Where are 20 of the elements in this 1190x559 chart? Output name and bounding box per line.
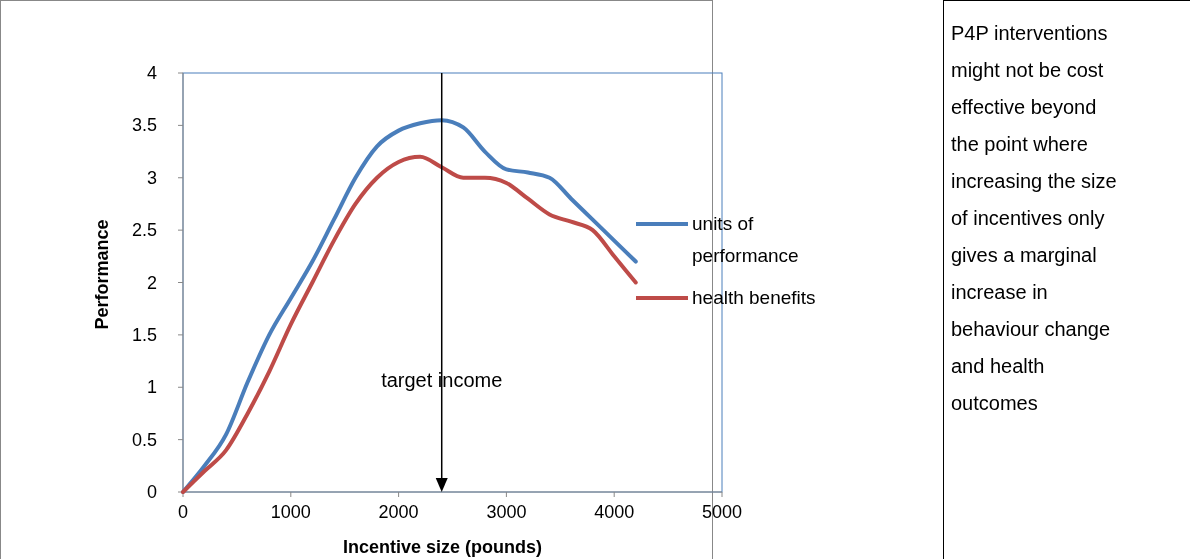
legend-label: units of performance <box>692 213 799 266</box>
y-tick-label: 2.5 <box>131 220 157 241</box>
x-tick-label: 4000 <box>594 502 635 522</box>
y-tick-label: 0.5 <box>131 429 157 450</box>
y-tick-label: 1.5 <box>131 324 157 345</box>
x-axis-title: Incentive size (pounds) <box>342 537 543 557</box>
y-axis-title: Performance <box>92 219 112 330</box>
y-tick-label: 1 <box>146 377 157 398</box>
y-tick-label: 4 <box>146 63 157 83</box>
x-tick-label: 2000 <box>378 502 419 522</box>
x-tick-label: 0 <box>177 502 189 522</box>
y-tick-label: 2 <box>146 272 157 293</box>
y-tick-label: 3.5 <box>131 115 157 136</box>
x-tick-label: 3000 <box>486 502 527 522</box>
x-tick-label: 1000 <box>270 502 311 522</box>
text: P4P interventions might not be cost effective beyond the point where increasing the size of incentives only gives a marginal increase in behaviour change and health outcomes <box>951 22 1117 414</box>
y-tick-label: 0 <box>146 482 157 502</box>
legend-label: health benefits <box>692 287 816 308</box>
y-tick-label: 3 <box>146 167 157 188</box>
x-tick-label: 5000 <box>701 502 743 522</box>
